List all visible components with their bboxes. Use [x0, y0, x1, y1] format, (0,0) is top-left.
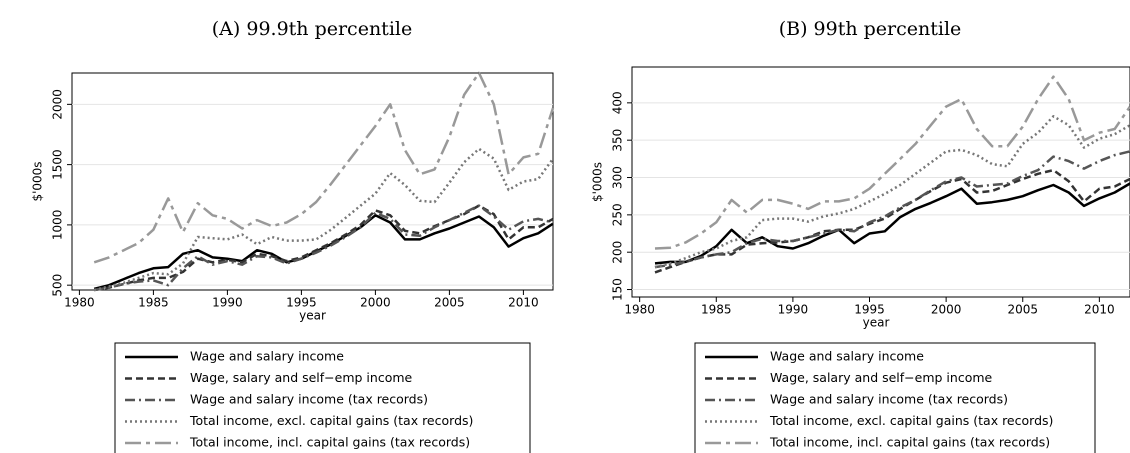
- series-line: [93, 147, 555, 292]
- legend-label: Wage and salary income: [190, 349, 344, 364]
- y-tick-label: 1500: [51, 149, 65, 180]
- legend-label: Total income, incl. capital gains (tax r…: [769, 435, 1050, 450]
- series-line: [654, 182, 1130, 265]
- y-axis-title: $'000s: [591, 162, 605, 202]
- y-tick-label: 200: [611, 241, 625, 264]
- x-tick-label: 1985: [138, 296, 169, 310]
- x-tick-label: 2010: [1084, 303, 1115, 317]
- legend-label: Wage, salary and self−emp income: [770, 370, 993, 385]
- x-tick-label: 1995: [854, 303, 885, 317]
- y-tick-label: 1000: [51, 210, 65, 241]
- legend-label: Wage, salary and self−emp income: [190, 370, 413, 385]
- plot-frame: [71, 72, 554, 291]
- series-line: [93, 71, 555, 264]
- x-tick-label: 1995: [286, 296, 317, 310]
- series-line: [93, 204, 554, 292]
- y-tick-label: 150: [611, 278, 625, 301]
- plot-frame: [631, 66, 1130, 298]
- y-tick-label: 250: [611, 203, 625, 226]
- x-tick-label: 2005: [1007, 303, 1038, 317]
- series-line: [654, 75, 1130, 250]
- y-tick-label: 500: [51, 274, 65, 297]
- legend-label: Wage and salary income (tax records): [770, 392, 1008, 407]
- y-tick-label: 400: [611, 91, 625, 114]
- series-line: [654, 115, 1130, 269]
- series-line: [654, 150, 1130, 269]
- legend-box: [114, 342, 531, 453]
- x-tick-label: 1990: [212, 296, 243, 310]
- panel-title: (A) 99.9th percentile: [212, 18, 412, 40]
- y-tick-label: 350: [611, 129, 625, 152]
- x-axis-title: year: [299, 309, 326, 323]
- x-tick-label: 2005: [434, 296, 465, 310]
- legend-label: Wage and salary income (tax records): [190, 392, 428, 407]
- x-tick-label: 2000: [931, 303, 962, 317]
- series-line: [654, 168, 1130, 274]
- y-axis-title: $'000s: [31, 161, 45, 201]
- legend-label: Total income, excl. capital gains (tax r…: [189, 413, 473, 428]
- y-tick-label: 300: [611, 166, 625, 189]
- x-tick-label: 1990: [778, 303, 809, 317]
- legend-box: [694, 342, 1096, 453]
- x-tick-label: 1980: [624, 303, 655, 317]
- x-tick-label: 1985: [701, 303, 732, 317]
- panel-title: (B) 99th percentile: [779, 18, 962, 40]
- x-axis-title: year: [863, 316, 890, 330]
- x-tick-label: 2010: [508, 296, 539, 310]
- legend-label: Total income, incl. capital gains (tax r…: [189, 435, 470, 450]
- x-tick-label: 1980: [64, 296, 95, 310]
- legend-label: Wage and salary income: [770, 349, 924, 364]
- legend-label: Total income, excl. capital gains (tax r…: [769, 413, 1053, 428]
- y-tick-label: 2000: [51, 89, 65, 120]
- x-tick-label: 2000: [360, 296, 391, 310]
